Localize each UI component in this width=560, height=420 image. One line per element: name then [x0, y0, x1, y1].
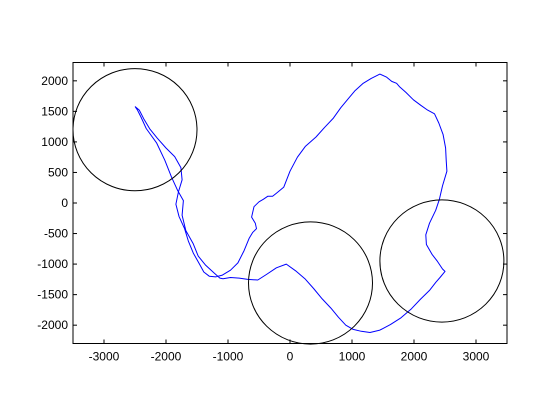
axes-frame — [72, 62, 508, 344]
y-tick-label: 1500 — [41, 104, 68, 118]
circle-2 — [248, 221, 373, 345]
x-tick-label: -3000 — [89, 350, 120, 364]
y-tick-label: -500 — [44, 227, 68, 241]
y-tick-label: -1000 — [37, 257, 68, 271]
coastline-series — [134, 73, 448, 333]
y-tick-label: -1500 — [37, 288, 68, 302]
circle-1 — [72, 68, 198, 192]
x-tick-label: 2000 — [401, 350, 428, 364]
y-tick-label: 500 — [48, 165, 68, 179]
x-tick-label: 1000 — [339, 350, 366, 364]
x-tick-label: 3000 — [463, 350, 490, 364]
y-tick-label: 1000 — [41, 135, 68, 149]
y-tick-label: -2000 — [37, 318, 68, 332]
x-tick-label: 0 — [287, 350, 294, 364]
axis-ticks: -3000 -2000 -1000 0 1000 2000 3000 2000 1500 1000… — [37, 62, 507, 364]
x-tick-label: -2000 — [151, 350, 182, 364]
circle-3 — [379, 199, 505, 323]
y-tick-label: 0 — [61, 196, 68, 210]
x-tick-label: -1000 — [213, 350, 244, 364]
plot-area — [72, 68, 505, 345]
y-tick-label: 2000 — [41, 74, 68, 88]
